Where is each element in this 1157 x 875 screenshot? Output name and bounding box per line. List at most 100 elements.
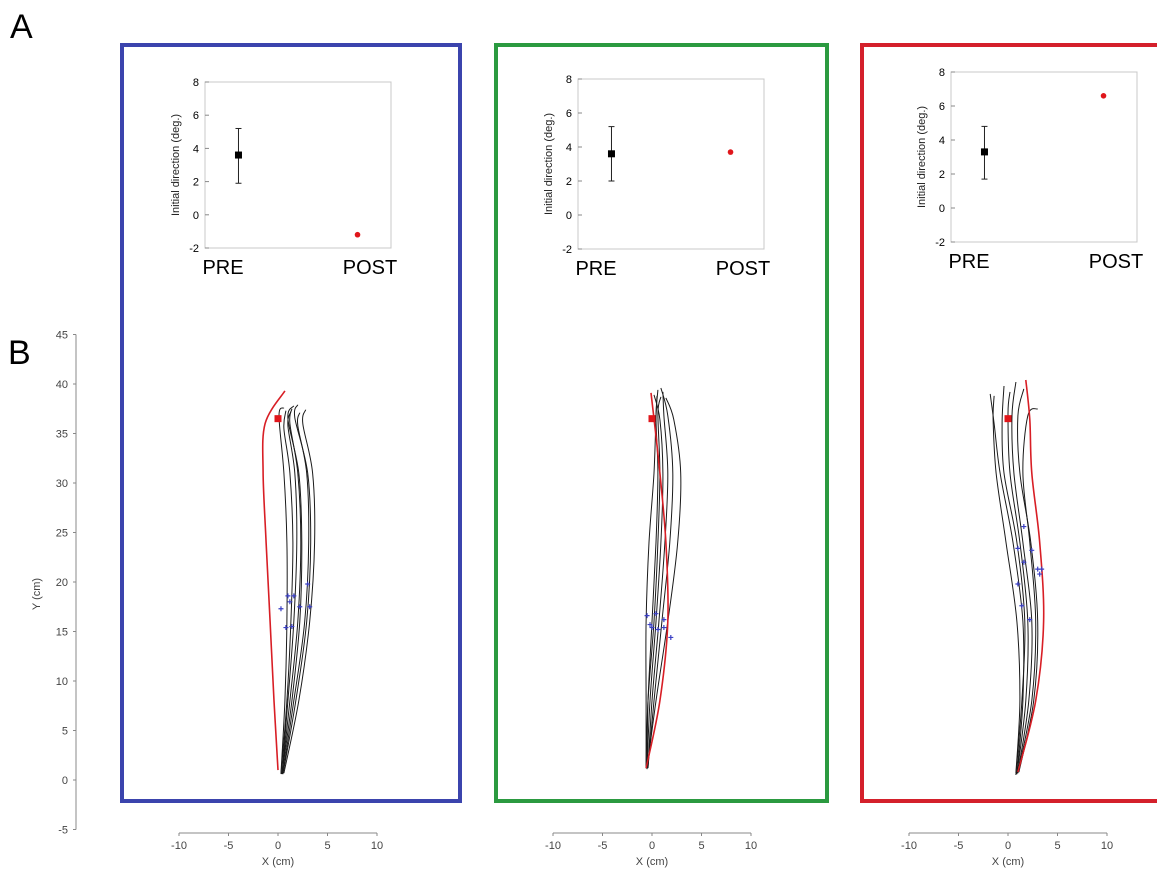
peak-velocity-marker [307,604,313,610]
y-tick-label: 8 [939,67,945,79]
baseline-trajectory [646,394,664,770]
y-tick-label: 4 [939,135,945,147]
baseline-trajectory [281,411,298,775]
baseline-trajectory [645,395,658,769]
baseline-trajectory [281,408,302,775]
x-tick-label: 5 [698,840,704,852]
y-tick-label: 30 [56,478,68,490]
peak-velocity-marker [1027,617,1033,623]
category-label-post: POST [343,257,397,279]
x-axis-label: X (cm) [992,856,1024,868]
baseline-trajectory [1001,385,1026,776]
post-value-marker [354,231,361,238]
peak-velocity-marker [1029,547,1035,553]
panel-label-b: B [8,334,31,372]
peak-velocity-marker [653,611,659,617]
y-tick-label: 2 [939,169,945,181]
baseline-trajectory [282,412,310,774]
plot-area [577,78,765,250]
peak-velocity-marker [1021,524,1027,530]
peak-velocity-marker [283,625,289,631]
peak-velocity-marker [644,613,650,619]
pre-mean-marker [980,148,988,156]
peak-velocity-marker [278,606,284,612]
peak-velocity-marker [291,593,297,599]
post-value-marker [1100,93,1107,99]
y-tick-label: 6 [939,101,945,113]
category-label-pre: PRE [575,258,616,280]
y-tick-label: -2 [935,237,945,249]
category-label-post: POST [716,258,770,280]
peak-velocity-marker [1037,571,1043,577]
frame-red [860,43,1157,803]
baseline-trajectory [645,396,662,769]
peak-velocity-marker [655,627,661,633]
test-trajectory [1017,379,1045,773]
y-tick-label: 6 [566,108,572,120]
trajectory-plot-1 [261,390,316,775]
x-tick-label: -10 [171,840,187,852]
baseline-trajectory [989,393,1025,775]
frame-green [494,43,829,803]
baseline-trajectory [1017,408,1038,774]
baseline-trajectory [646,397,682,770]
x-tick-label: 10 [745,840,757,852]
y-tick-label: 8 [566,74,572,86]
y-tick-label: 5 [62,726,68,738]
category-label-pre: PRE [202,257,243,279]
peak-velocity-marker [287,599,293,605]
x-tick-label: 0 [275,840,281,852]
x-tick-label: -5 [224,840,234,852]
x-tick-label: 5 [324,840,330,852]
baseline-trajectory [1011,381,1033,773]
target-marker [648,415,656,423]
post-value-marker [727,149,734,155]
y-tick-label: 20 [56,577,68,589]
baseline-trajectory [647,391,669,769]
peak-velocity-marker [1019,603,1025,609]
y-tick-label: 0 [566,210,572,222]
x-tick-label: 10 [1101,840,1113,852]
trajectory-y-axis: -5 0 5 10 15 20 25 30 35 40 45 [56,330,77,837]
peak-velocity-marker [285,593,291,599]
peak-velocity-marker [297,604,303,610]
baseline-trajectory [1007,391,1029,775]
y-tick-label: 6 [193,110,199,122]
x-tick-label: 10 [371,840,383,852]
plot-area [950,71,1138,243]
peak-velocity-marker [647,622,653,628]
y-tick-label: -5 [58,825,68,837]
x-tick-label: -10 [901,840,917,852]
y-tick-label: 4 [566,142,572,154]
y-tick-label: -2 [562,244,572,256]
trajectory-plot-2 [644,387,682,770]
peak-velocity-marker [661,625,667,631]
y-tick-label: 0 [939,203,945,215]
test-trajectory [261,390,286,771]
peak-velocity-marker [1015,581,1021,587]
y-axis-label: Initial direction (deg.) [543,113,555,215]
inset-chart-2: -2 0 2 4 6 8 Initial direction (deg.) PRE POST [543,74,770,280]
y-tick-label: 4 [193,143,199,155]
pre-mean-marker [234,151,242,159]
y-tick-label: 8 [193,77,199,89]
inset-chart-3: -2 0 2 4 6 8 Initial direction (deg.) PRE POST [916,67,1143,273]
y-tick-label: 45 [56,330,68,342]
category-label-post: POST [1089,251,1143,273]
y-tick-label: 0 [193,210,199,222]
baseline-trajectory [992,395,1021,774]
y-tick-label: 2 [193,177,199,189]
y-tick-label: 40 [56,379,68,391]
y-tick-label: 0 [62,775,68,787]
x-tick-label: 0 [1005,840,1011,852]
plot-area [204,81,392,249]
baseline-trajectory [647,387,674,768]
peak-velocity-marker [668,634,674,640]
baseline-trajectory [280,410,294,775]
x-tick-label: -5 [598,840,608,852]
x-tick-label: -10 [545,840,561,852]
y-tick-label: 10 [56,676,68,688]
trajectory-y-axis-label: Y (cm) [31,578,43,610]
x-tick-label: 5 [1054,840,1060,852]
